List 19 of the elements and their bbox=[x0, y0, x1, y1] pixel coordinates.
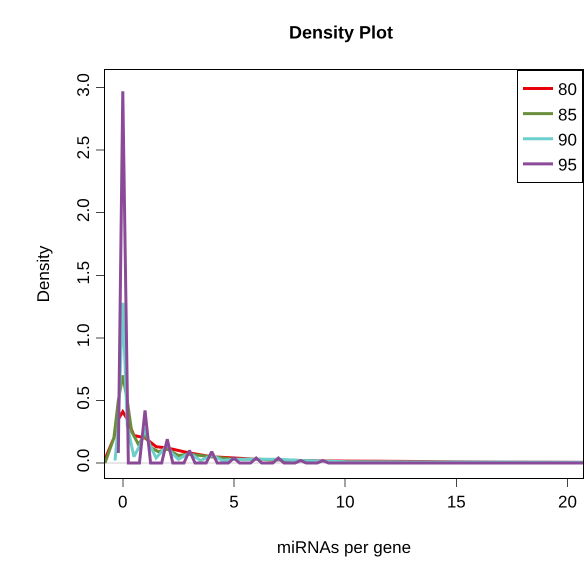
x-tick-label: 5 bbox=[229, 492, 239, 512]
y-axis-title: Density bbox=[34, 245, 53, 302]
legend-label: 80 bbox=[558, 80, 577, 100]
y-tick-label: 3.0 bbox=[74, 73, 94, 97]
y-tick-label: 1.0 bbox=[74, 323, 94, 348]
x-tick-label: 0 bbox=[118, 492, 128, 512]
x-tick-label: 20 bbox=[558, 492, 577, 512]
x-tick-label: 10 bbox=[336, 492, 355, 512]
y-tick-label: 0.5 bbox=[74, 386, 94, 410]
y-tick-label: 0.0 bbox=[74, 448, 94, 472]
x-axis-title: miRNAs per gene bbox=[276, 538, 412, 557]
legend-label: 90 bbox=[558, 130, 577, 150]
y-tick-label: 1.5 bbox=[74, 260, 94, 285]
legend-label: 95 bbox=[558, 155, 577, 174]
x-tick-label: 15 bbox=[446, 492, 466, 512]
chart-title: Density Plot bbox=[289, 22, 394, 43]
y-tick-label: 2.0 bbox=[74, 198, 94, 222]
y-tick-label: 2.5 bbox=[74, 136, 94, 160]
legend-label: 85 bbox=[558, 105, 577, 124]
